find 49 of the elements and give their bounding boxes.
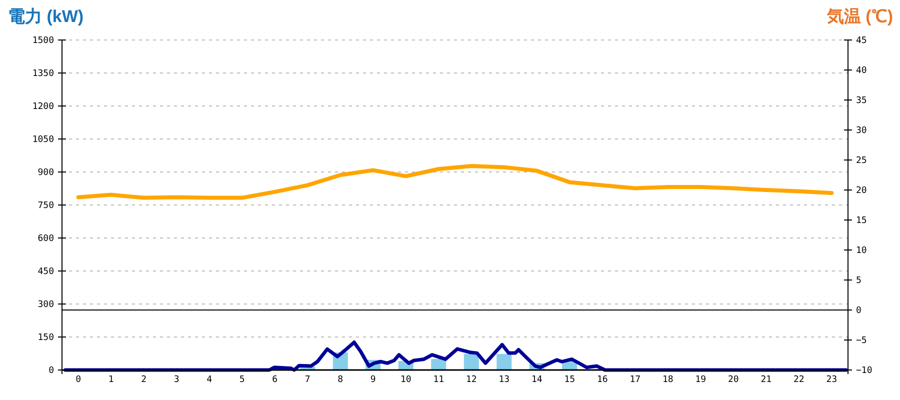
x-tick-label: 9 xyxy=(370,375,376,385)
x-tick-label: 20 xyxy=(728,375,739,385)
x-tick-label: 4 xyxy=(206,375,212,385)
x-tick-label: 12 xyxy=(466,375,477,385)
y-tick-label: 300 xyxy=(38,300,54,310)
y2-tick-label: 20 xyxy=(856,186,867,196)
y-tick-label: 1500 xyxy=(32,36,54,46)
x-tick-label: 3 xyxy=(174,375,180,385)
y2-tick-label: 10 xyxy=(856,246,867,256)
x-tick-label: 16 xyxy=(596,375,608,385)
y-axis-title: 電力 (kW) xyxy=(8,7,84,26)
y2-tick-label: 5 xyxy=(856,276,862,286)
x-tick-label: 23 xyxy=(826,375,838,385)
y2-tick-label: −5 xyxy=(856,336,867,346)
y2-tick-label: −10 xyxy=(856,366,872,376)
x-tick-label: 2 xyxy=(141,375,147,385)
y-tick-label: 450 xyxy=(38,267,54,277)
x-tick-label: 7 xyxy=(304,375,310,385)
y-tick-label: 600 xyxy=(38,234,54,244)
y-tick-label: 900 xyxy=(38,168,54,178)
y2-tick-label: 0 xyxy=(856,306,862,316)
y-tick-label: 1050 xyxy=(32,135,54,145)
x-tick-label: 22 xyxy=(793,375,804,385)
y-tick-label: 0 xyxy=(48,366,54,376)
y-tick-label: 1350 xyxy=(32,69,54,79)
x-tick-label: 19 xyxy=(695,375,706,385)
x-tick-label: 6 xyxy=(272,375,278,385)
x-tick-label: 1 xyxy=(108,375,114,385)
x-tick-label: 21 xyxy=(760,375,772,385)
y2-tick-label: 30 xyxy=(856,126,867,136)
y-tick-label: 1200 xyxy=(32,102,54,112)
x-tick-label: 8 xyxy=(338,375,344,385)
y-tick-label: 150 xyxy=(38,333,54,343)
y2-tick-label: 40 xyxy=(856,66,867,76)
y2-tick-label: 25 xyxy=(856,156,867,166)
y2-tick-label: 35 xyxy=(856,96,867,106)
x-tick-label: 13 xyxy=(498,375,510,385)
x-tick-label: 11 xyxy=(433,375,444,385)
y2-tick-label: 45 xyxy=(856,36,867,46)
x-tick-label: 5 xyxy=(239,375,245,385)
x-tick-label: 10 xyxy=(400,375,412,385)
x-tick-label: 0 xyxy=(76,375,82,385)
x-tick-label: 15 xyxy=(564,375,576,385)
x-tick-label: 14 xyxy=(531,375,542,385)
y-tick-label: 750 xyxy=(38,201,54,211)
x-tick-label: 17 xyxy=(630,375,641,385)
y2-tick-label: 15 xyxy=(856,216,867,226)
y2-axis-title: 気温 (℃) xyxy=(826,7,893,26)
x-tick-label: 18 xyxy=(662,375,674,385)
